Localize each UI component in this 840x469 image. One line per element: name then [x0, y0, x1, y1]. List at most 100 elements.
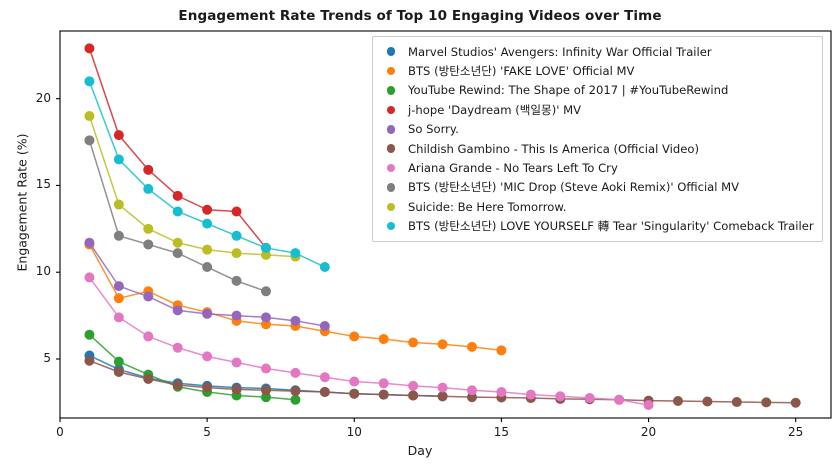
data-point	[202, 218, 213, 229]
data-point	[437, 339, 448, 350]
data-point	[113, 356, 124, 367]
data-point	[614, 394, 625, 405]
data-point	[790, 397, 801, 408]
data-series	[84, 76, 330, 273]
data-point	[202, 262, 213, 273]
y-tick-label: 15	[35, 177, 51, 192]
data-point	[319, 386, 330, 397]
legend-item-label: YouTube Rewind: The Shape of 2017 | #You…	[408, 83, 729, 98]
data-point	[202, 204, 213, 215]
legend-item[interactable]: Ariana Grande - No Tears Left To Cry	[380, 158, 814, 177]
data-point	[84, 329, 95, 340]
x-tick-label: 10	[346, 425, 362, 439]
legend-item[interactable]: BTS (방탄소년단) 'MIC Drop (Steve Aoki Remix)…	[380, 178, 814, 197]
x-axis-label: Day	[407, 443, 433, 458]
data-point	[84, 43, 95, 54]
data-point	[172, 248, 183, 259]
data-point	[84, 135, 95, 146]
data-point	[466, 341, 477, 352]
data-point	[260, 392, 271, 403]
legend-marker-icon	[380, 202, 402, 212]
data-point	[113, 312, 124, 323]
data-point	[260, 286, 271, 297]
data-point	[231, 248, 242, 259]
data-point	[466, 392, 477, 403]
data-point	[290, 386, 301, 397]
data-point	[260, 319, 271, 330]
data-series	[84, 111, 301, 262]
data-point	[143, 239, 154, 250]
legend-item[interactable]: YouTube Rewind: The Shape of 2017 | #You…	[380, 81, 814, 100]
legend-item-label: BTS (방탄소년단) 'FAKE LOVE' Official MV	[408, 64, 635, 79]
y-tick-label: 20	[35, 90, 51, 105]
data-point	[172, 305, 183, 316]
data-point	[113, 130, 124, 141]
legend-item-label: Marvel Studios' Avengers: Infinity War O…	[408, 44, 712, 59]
x-tick-label: 20	[640, 425, 657, 439]
data-point	[260, 385, 271, 396]
legend-item[interactable]: j-hope 'Daydream (백일몽)' MV	[380, 100, 814, 119]
data-point	[231, 275, 242, 286]
data-point	[378, 389, 389, 400]
data-point	[202, 308, 213, 319]
data-point	[525, 389, 536, 400]
legend-item-label: BTS (방탄소년단) LOVE YOURSELF 轉 Tear 'Singul…	[408, 219, 814, 234]
legend-marker-icon	[380, 163, 402, 173]
data-point	[231, 384, 242, 395]
data-point	[731, 397, 742, 408]
legend-item-label: Suicide: Be Here Tomorrow.	[408, 199, 567, 214]
data-point	[319, 372, 330, 383]
legend-marker-icon	[380, 221, 402, 231]
legend-item-label: So Sorry.	[408, 122, 459, 137]
legend-item[interactable]: Suicide: Be Here Tomorrow.	[380, 197, 814, 216]
data-point	[143, 223, 154, 234]
data-point	[84, 76, 95, 87]
data-point	[349, 331, 360, 342]
data-point	[231, 357, 242, 368]
legend-marker-icon	[380, 105, 402, 115]
y-tick-label: 5	[43, 350, 51, 365]
data-point	[172, 237, 183, 248]
data-point	[231, 206, 242, 217]
data-point	[761, 397, 772, 408]
data-point	[231, 310, 242, 321]
data-point	[349, 388, 360, 399]
data-point	[349, 376, 360, 387]
legend-marker-icon	[380, 47, 402, 56]
data-point	[84, 355, 95, 366]
data-series	[84, 237, 330, 332]
legend-item[interactable]: Marvel Studios' Avengers: Infinity War O…	[380, 42, 814, 61]
legend-marker-icon	[380, 66, 402, 76]
data-point	[172, 342, 183, 353]
data-point	[172, 190, 183, 201]
data-point	[584, 393, 595, 404]
legend-item[interactable]: BTS (방탄소년단) LOVE YOURSELF 轉 Tear 'Singul…	[380, 217, 814, 236]
data-point	[202, 382, 213, 393]
data-point	[437, 391, 448, 402]
data-series	[84, 135, 271, 297]
chart-title: Engagement Rate Trends of Top 10 Engagin…	[178, 8, 662, 24]
data-point	[672, 395, 683, 406]
x-tick-label: 15	[493, 425, 510, 439]
data-point	[172, 206, 183, 217]
data-point	[466, 385, 477, 396]
data-point	[113, 281, 124, 292]
data-point	[143, 331, 154, 342]
data-point	[113, 293, 124, 304]
data-point	[260, 312, 271, 323]
data-point	[260, 363, 271, 374]
data-point	[113, 199, 124, 210]
data-point	[113, 154, 124, 165]
data-point	[84, 237, 95, 248]
data-point	[290, 367, 301, 378]
legend-item[interactable]: So Sorry.	[380, 120, 814, 139]
data-point	[290, 248, 301, 259]
data-point	[84, 272, 95, 283]
data-point	[290, 394, 301, 405]
data-point	[172, 380, 183, 391]
legend-item[interactable]: Childish Gambino - This Is America (Offi…	[380, 139, 814, 158]
data-point	[143, 183, 154, 194]
legend-item[interactable]: BTS (방탄소년단) 'FAKE LOVE' Official MV	[380, 61, 814, 80]
data-point	[113, 230, 124, 241]
legend-marker-icon	[380, 86, 402, 95]
